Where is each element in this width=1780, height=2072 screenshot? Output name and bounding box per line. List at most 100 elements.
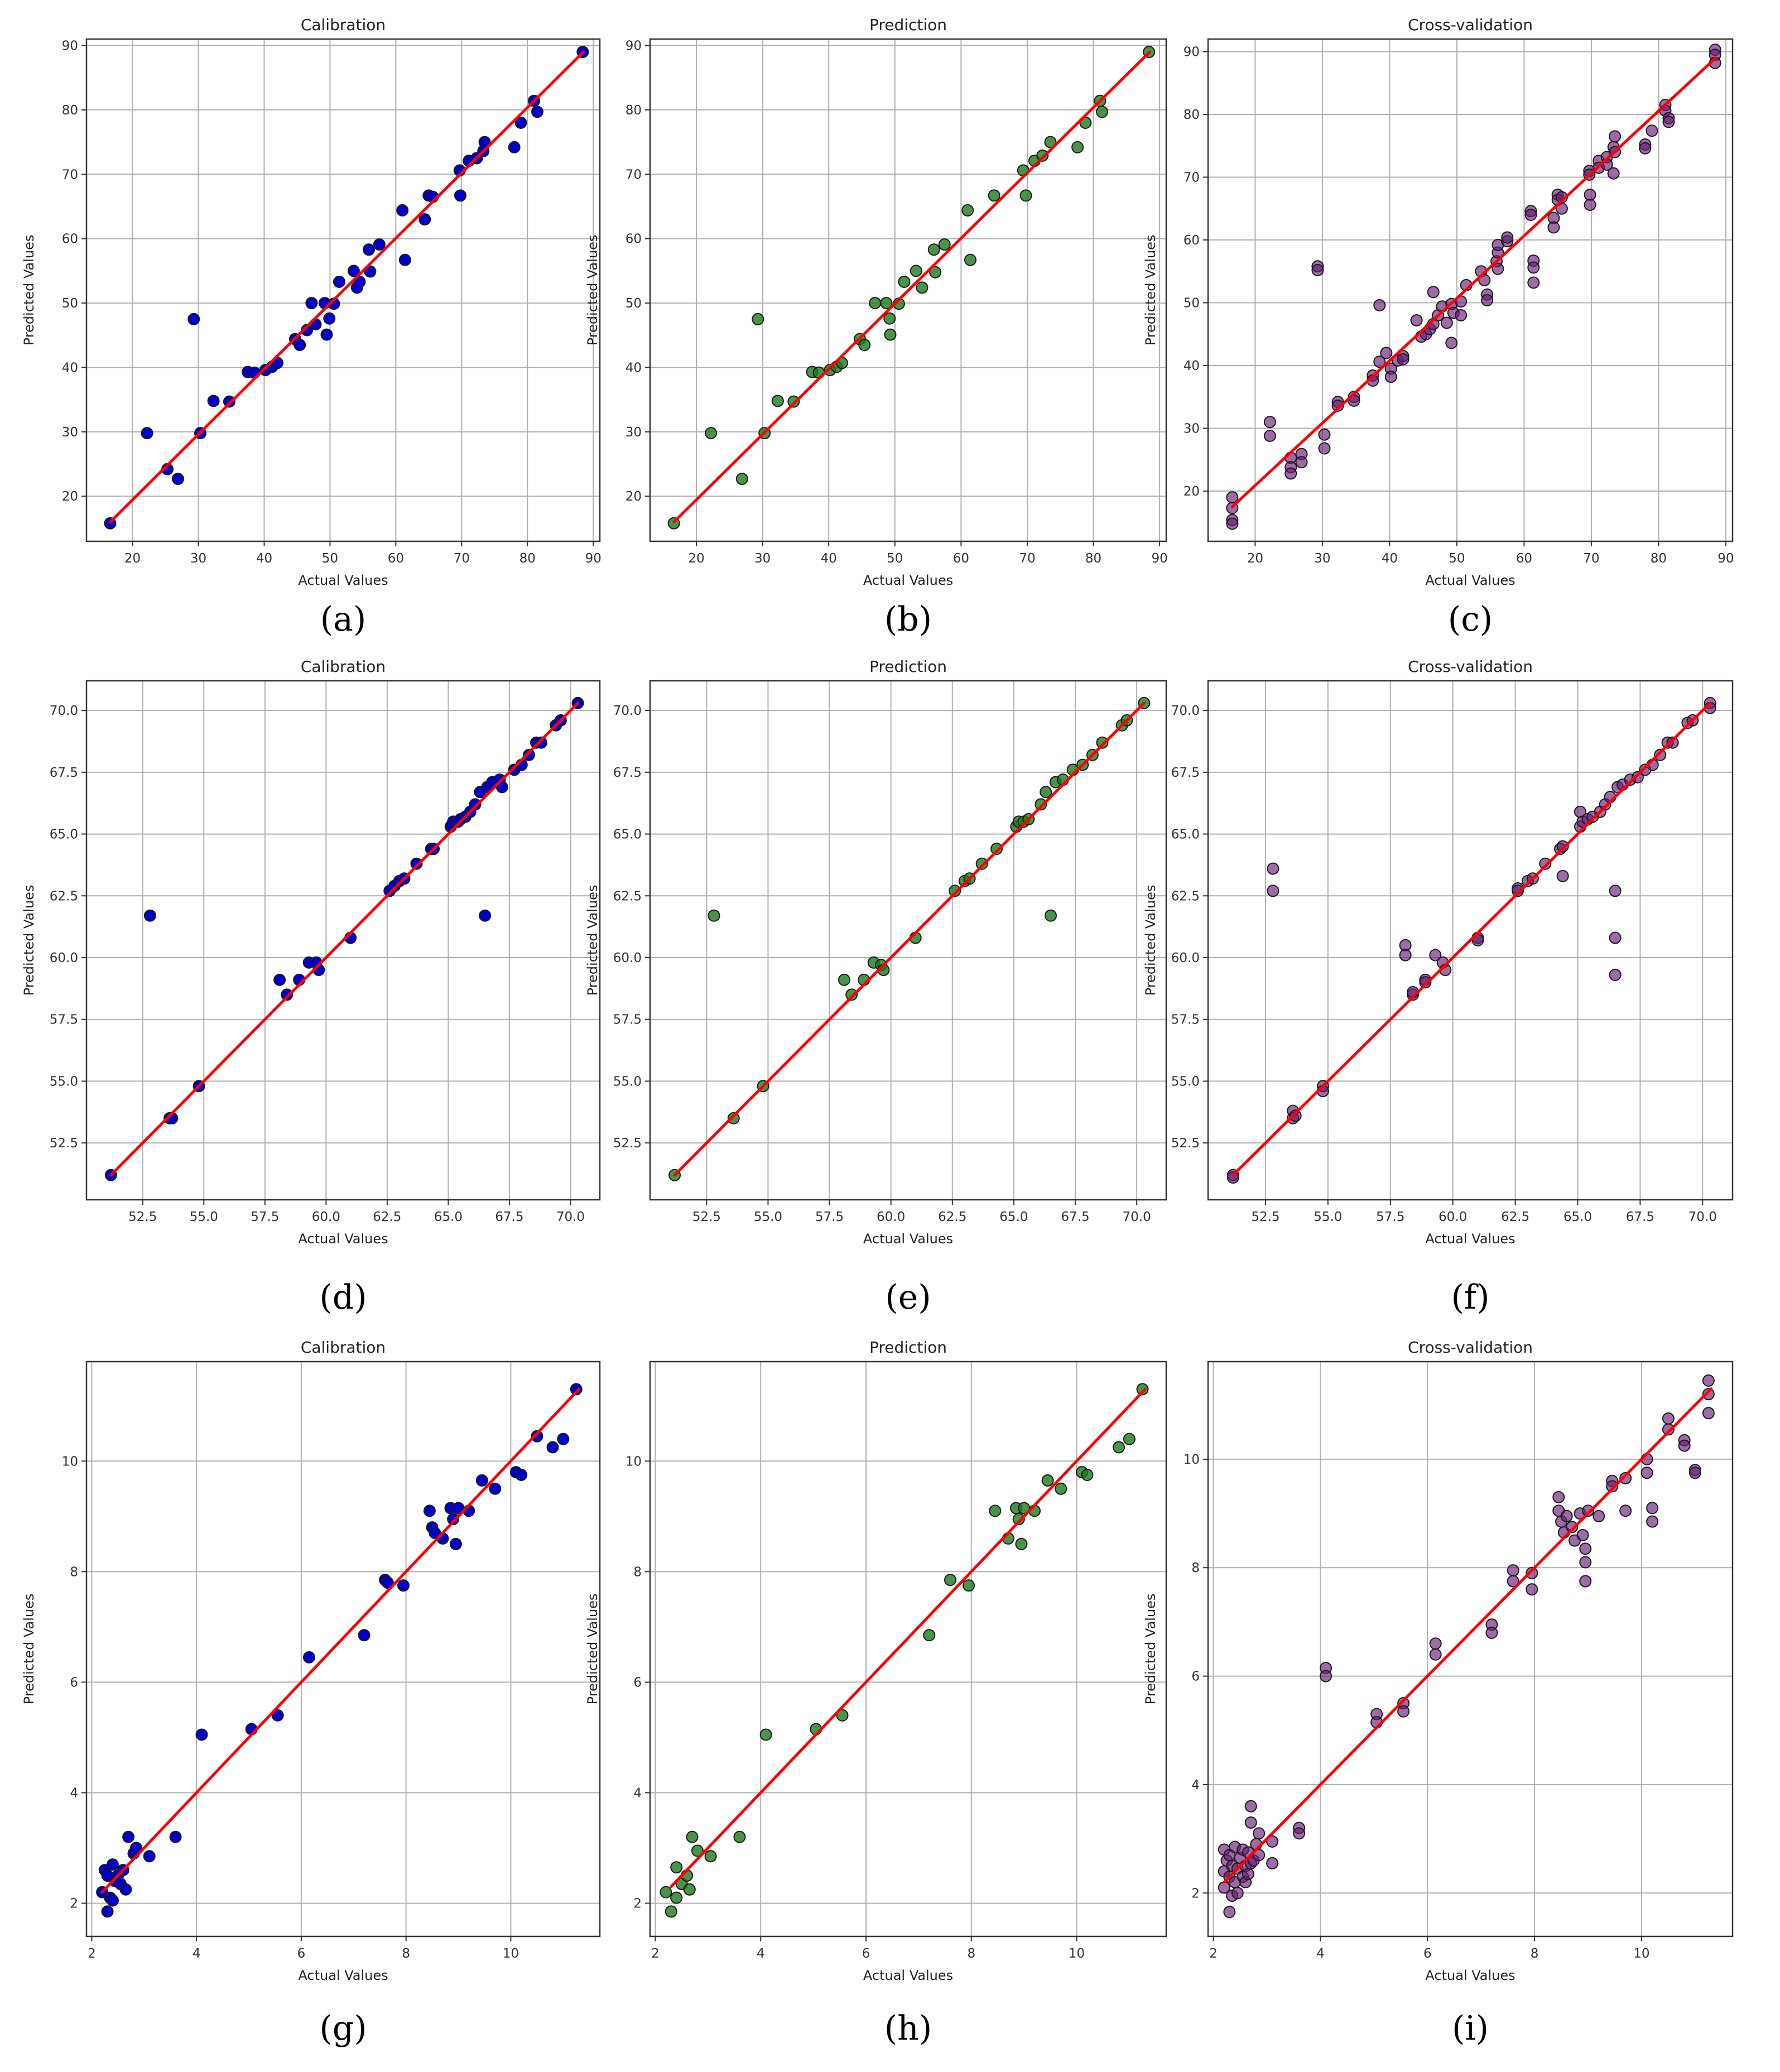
chart-3-point xyxy=(1527,276,1540,289)
chart-2-point xyxy=(929,266,942,278)
chart-3-point xyxy=(1609,130,1622,143)
chart-1-point xyxy=(508,141,521,153)
chart-1-x-tick-label: 90 xyxy=(585,551,602,566)
chart-9-point xyxy=(1593,1509,1605,1522)
chart-6-point xyxy=(1512,884,1524,897)
chart-3-point xyxy=(1331,400,1344,412)
chart-1-point xyxy=(363,243,375,256)
chart-3-y-tick-label: 80 xyxy=(1184,108,1200,122)
chart-7-point xyxy=(447,1513,460,1526)
chart-9-x-tick-label: 10 xyxy=(1633,1946,1649,1961)
chart-7-y-tick-label: 8 xyxy=(70,1565,78,1579)
chart-9-point xyxy=(1231,1887,1244,1900)
chart-1-point xyxy=(353,276,366,288)
chart-9-point xyxy=(1253,1827,1266,1840)
chart-6-point xyxy=(1666,736,1679,749)
chart-3-point xyxy=(1492,262,1504,275)
chart-1-frame xyxy=(85,38,601,542)
chart-4-point xyxy=(273,973,286,986)
chart-9-point xyxy=(1582,1504,1595,1517)
chart-7-y-axis-label: Predicted Values xyxy=(21,1594,37,1705)
chart-2-point xyxy=(961,204,974,217)
chart-3-point xyxy=(1662,116,1675,128)
chart-4-point xyxy=(522,748,535,761)
chart-2-x-tick-label: 90 xyxy=(1152,551,1168,566)
chart-9-point xyxy=(1576,1528,1589,1541)
chart-1-point xyxy=(531,105,543,118)
chart-1-point xyxy=(398,253,411,266)
chart-1-y-tick-label: 90 xyxy=(62,39,78,54)
chart-2-point xyxy=(883,312,896,325)
chart-9-point xyxy=(1397,1705,1410,1718)
chart-6-y-axis-label: Predicted Values xyxy=(1143,885,1158,996)
chart-6-point xyxy=(1226,1171,1239,1184)
chart-9-point xyxy=(1485,1626,1498,1639)
chart-7-points xyxy=(96,1383,583,1918)
chart-9-point xyxy=(1507,1564,1519,1577)
chart-8-point xyxy=(660,1886,672,1898)
chart-6-x-tick-label: 65.0 xyxy=(1563,1210,1592,1224)
chart-9-point xyxy=(1678,1439,1691,1452)
chart-5-point xyxy=(845,988,858,1001)
chart-4-x-tick-label: 70.0 xyxy=(556,1210,585,1224)
chart-3-point xyxy=(1295,456,1308,469)
chart-1-point xyxy=(323,312,336,325)
chart-5-y-tick-label: 57.5 xyxy=(613,1013,642,1027)
chart-2-point xyxy=(1095,105,1108,118)
chart-2-y-tick-label: 30 xyxy=(626,425,642,440)
chart-3-title: Cross-validation xyxy=(1408,16,1533,34)
chart-8-fit-line xyxy=(670,1388,1147,1888)
chart-6-panel-label: (f) xyxy=(1451,1278,1489,1317)
chart-1-x-tick-label: 60 xyxy=(388,551,404,566)
chart-4-x-tick-label: 67.5 xyxy=(495,1210,523,1224)
chart-7-point xyxy=(423,1504,436,1517)
chart-7-point xyxy=(358,1629,371,1642)
chart-1-x-tick-label: 30 xyxy=(190,551,206,566)
chart-3-point xyxy=(1263,416,1276,429)
chart-3-point xyxy=(1226,517,1239,530)
chart-2-y-axis-label: Predicted Values xyxy=(585,235,600,346)
chart-2-point xyxy=(787,395,800,408)
chart-9-x-tick-label: 8 xyxy=(1531,1946,1539,1961)
chart-9-point xyxy=(1702,1407,1715,1420)
chart-3-point xyxy=(1427,286,1440,299)
chart-6-point xyxy=(1654,748,1667,761)
chart-6-point xyxy=(1289,1109,1302,1122)
chart-6-y-tick-label: 67.5 xyxy=(1171,766,1200,780)
chart-6-point xyxy=(1267,862,1279,875)
chart-7-point xyxy=(531,1430,543,1443)
chart-3-fit-line xyxy=(1230,56,1718,508)
chart-7-y-tick-label: 4 xyxy=(70,1786,78,1801)
chart-5-point xyxy=(838,973,850,986)
chart-9-point xyxy=(1244,1800,1257,1813)
chart-6-x-tick-label: 55.0 xyxy=(1314,1210,1342,1224)
chart-7-y-tick-label: 2 xyxy=(70,1897,78,1911)
chart-7-point xyxy=(397,1579,410,1592)
chart-9-point xyxy=(1566,1521,1579,1533)
chart-2-y-tick-label: 80 xyxy=(626,103,642,118)
chart-9-point xyxy=(1606,1480,1619,1493)
chart-1-point xyxy=(305,297,318,310)
chart-5-x-tick-label: 67.5 xyxy=(1061,1210,1089,1224)
chart-5-y-tick-label: 52.5 xyxy=(613,1136,642,1151)
chart-2-point xyxy=(1071,141,1084,153)
chart-9-x-tick-label: 4 xyxy=(1316,1946,1325,1961)
chart-2-x-tick-label: 40 xyxy=(821,551,837,566)
chart-1-point xyxy=(514,117,527,129)
chart-7-x-tick-label: 8 xyxy=(402,1946,410,1961)
chart-9-title: Cross-validation xyxy=(1408,1338,1533,1357)
chart-6-point xyxy=(1539,857,1552,870)
chart-3-point xyxy=(1607,167,1620,180)
chart-2-x-tick-label: 60 xyxy=(953,551,969,566)
chart-8-point xyxy=(1015,1537,1028,1550)
chart-6-y-tick-label: 62.5 xyxy=(1171,889,1200,903)
chart-9-point xyxy=(1526,1566,1538,1579)
chart-5-y-axis-label: Predicted Values xyxy=(585,885,600,996)
chart-9-point xyxy=(1560,1509,1573,1522)
chart-7-point xyxy=(122,1830,135,1843)
chart-2-frame xyxy=(649,38,1167,542)
chart-7-point xyxy=(489,1482,502,1495)
chart-8-frame xyxy=(649,1360,1167,1938)
chart-3-x-tick-label: 80 xyxy=(1651,551,1667,566)
chart-1-y-axis-label: Predicted Values xyxy=(21,235,37,346)
